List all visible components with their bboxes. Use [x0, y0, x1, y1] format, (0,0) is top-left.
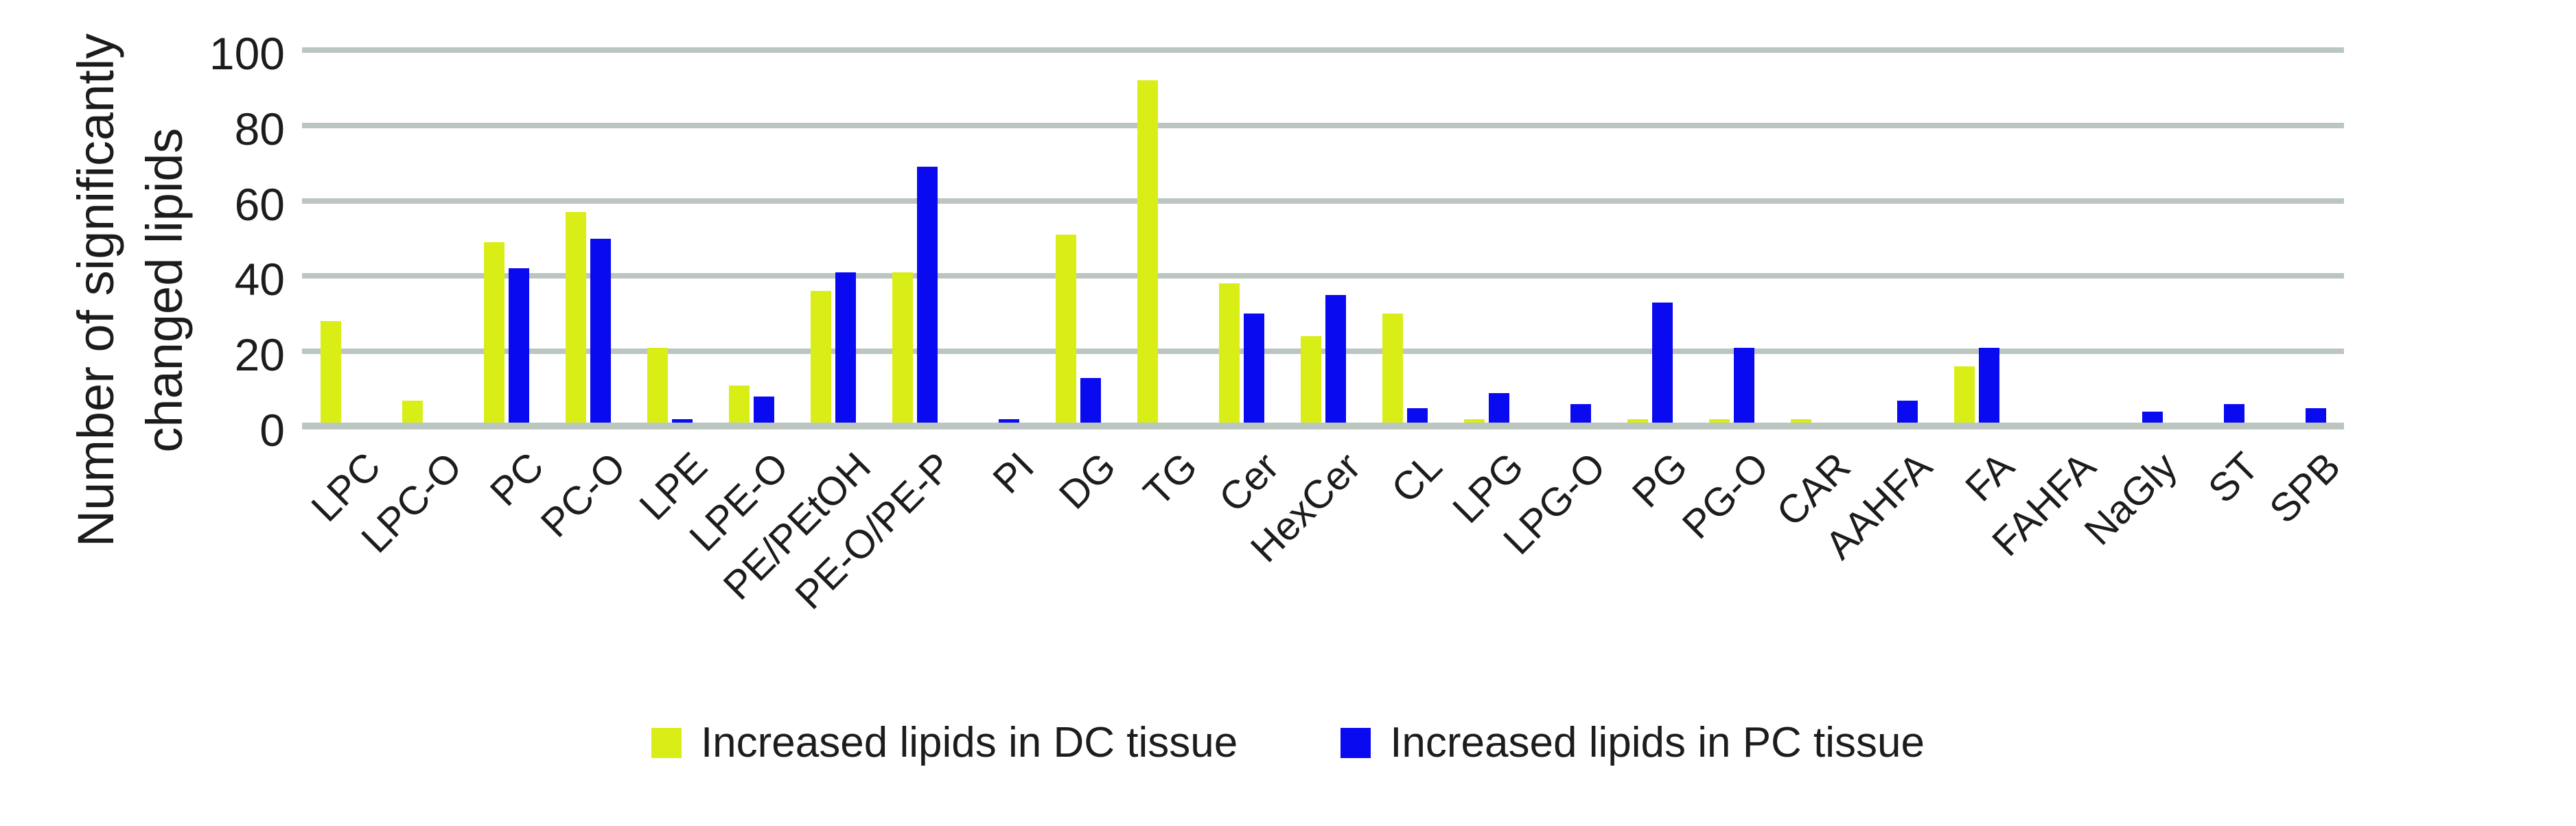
category-group-Cer	[1200, 50, 1282, 427]
gridline-80	[302, 122, 2344, 128]
bar-pc-PC	[508, 268, 529, 427]
bar-dc-LPE	[647, 347, 668, 427]
bar-dc-PE-O/PE-P	[892, 272, 913, 427]
bar-dc-FA	[1953, 366, 1975, 427]
category-group-FA	[1936, 50, 2017, 427]
y-axis-title-line-1: Number of significantly	[67, 33, 124, 547]
category-group-PC	[465, 50, 547, 427]
category-group-PI	[955, 50, 1037, 427]
x-label-FA: FA	[1956, 444, 2023, 510]
bar-pc-AAHFA	[1896, 400, 1918, 427]
bar-pc-FA	[1978, 347, 1999, 427]
x-label-PC-O: PC-O	[532, 444, 634, 546]
gridline-60	[302, 198, 2344, 204]
category-group-PC-O	[547, 50, 629, 427]
legend-item-pc-tissue: Increased lipids in PC tissue	[1341, 719, 1925, 767]
category-group-PE/PEtOH	[792, 50, 874, 427]
y-tick-label-20: 20	[234, 329, 285, 381]
bar-pc-PG	[1651, 302, 1673, 427]
category-group-AAHFA	[1854, 50, 1936, 427]
bar-dc-CL	[1382, 314, 1403, 427]
x-label-PC: PC	[481, 444, 553, 515]
y-axis-title: Number of significantly changed lipids	[62, 0, 206, 633]
bar-pc-Cer	[1243, 314, 1264, 427]
category-group-ST	[2181, 50, 2262, 427]
bar-pc-DG	[1080, 377, 1101, 427]
bar-dc-LPC-O	[402, 400, 423, 427]
category-group-CAR	[1772, 50, 1854, 427]
bar-pc-LPE-O	[753, 397, 774, 427]
bar-pc-PG-O	[1733, 347, 1754, 427]
y-tick-label-100: 100	[209, 28, 285, 79]
x-label-TG: TG	[1135, 444, 1206, 515]
x-label-PI: PI	[984, 444, 1043, 502]
x-label-CL: CL	[1383, 444, 1451, 512]
x-label-NaGly: NaGly	[2076, 444, 2186, 554]
x-label-SPB: SPB	[2261, 444, 2349, 532]
x-label-PG-O: PG-O	[1673, 444, 1778, 547]
bar-pc-PE-O/PE-P	[916, 167, 938, 427]
gridline-20	[302, 349, 2344, 355]
category-group-DG	[1037, 50, 1119, 427]
category-group-LPC-O	[384, 50, 465, 427]
category-group-LPE	[629, 50, 710, 427]
bar-dc-PC	[483, 242, 504, 427]
y-tick-label-40: 40	[234, 254, 285, 305]
bar-dc-HexCer	[1300, 336, 1321, 427]
plot-area	[302, 47, 2344, 429]
y-axis-title-line-2: changed lipids	[136, 128, 193, 453]
category-group-LPG-O	[1527, 50, 1609, 427]
category-group-PG-O	[1691, 50, 1772, 427]
bar-pc-LPG	[1488, 392, 1509, 427]
bar-dc-PE/PEtOH	[810, 291, 831, 427]
bar-pc-PE/PEtOH	[835, 272, 856, 427]
x-axis-line	[302, 423, 2344, 429]
legend-label-dc: Increased lipids in DC tissue	[700, 719, 1238, 766]
bar-dc-LPE-O	[728, 385, 750, 427]
category-group-HexCer	[1282, 50, 1364, 427]
gridline-40	[302, 273, 2344, 279]
bar-dc-Cer	[1218, 283, 1240, 427]
bar-dc-LPC	[320, 321, 341, 427]
bar-dc-DG	[1055, 235, 1076, 427]
legend-swatch-dc-icon	[651, 728, 682, 758]
legend-item-dc-tissue: Increased lipids in DC tissue	[651, 719, 1238, 767]
category-group-FAHFA	[2017, 50, 2099, 427]
category-group-TG	[1119, 50, 1200, 427]
legend-label-pc: Increased lipids in PC tissue	[1390, 719, 1925, 766]
category-group-SPB	[2262, 50, 2344, 427]
y-tick-label-80: 80	[234, 103, 285, 154]
category-group-LPE-O	[710, 50, 792, 427]
category-group-PE-O/PE-P	[874, 50, 955, 427]
y-tick-label-0: 0	[259, 405, 285, 456]
bar-pc-PC-O	[590, 238, 611, 427]
bars-layer	[302, 50, 2344, 427]
bar-dc-TG	[1137, 80, 1158, 427]
category-group-NaGly	[2099, 50, 2181, 427]
bar-pc-HexCer	[1325, 294, 1346, 427]
gridline-100	[302, 47, 2344, 53]
x-label-DG: DG	[1050, 444, 1124, 518]
category-group-PG	[1609, 50, 1691, 427]
bar-dc-PC-O	[565, 212, 586, 427]
x-label-ST: ST	[2200, 444, 2268, 512]
y-tick-label-60: 60	[234, 178, 285, 230]
category-group-CL	[1364, 50, 1446, 427]
category-group-LPG	[1446, 50, 1527, 427]
legend-swatch-pc-icon	[1341, 728, 1371, 758]
category-group-LPC	[302, 50, 384, 427]
legend: Increased lipids in DC tissue Increased …	[0, 719, 2576, 767]
